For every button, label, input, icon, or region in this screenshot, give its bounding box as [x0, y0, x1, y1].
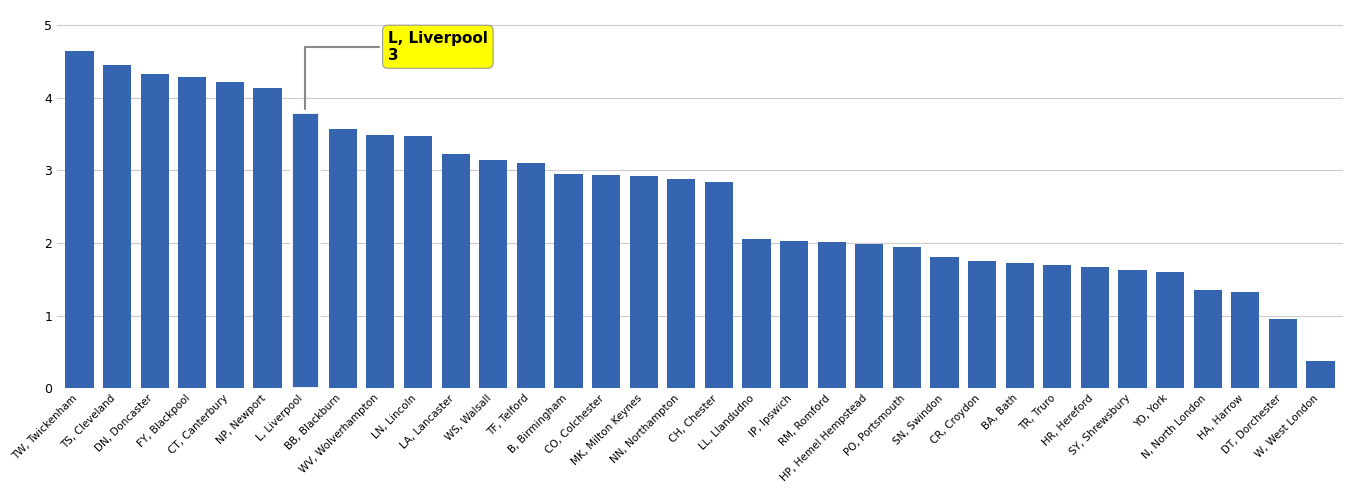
- Bar: [292, 112, 320, 388]
- Bar: [366, 135, 394, 388]
- Bar: [705, 182, 733, 388]
- Bar: [555, 174, 582, 388]
- Bar: [216, 82, 244, 388]
- Bar: [1193, 290, 1222, 388]
- Bar: [743, 239, 771, 388]
- Bar: [1307, 361, 1335, 388]
- Bar: [517, 163, 545, 388]
- Bar: [1006, 263, 1034, 388]
- Text: L, Liverpool
3: L, Liverpool 3: [305, 30, 487, 109]
- Bar: [1269, 319, 1297, 388]
- Bar: [1118, 270, 1146, 388]
- Bar: [479, 160, 508, 388]
- Bar: [780, 241, 809, 388]
- Bar: [968, 261, 996, 388]
- Bar: [441, 154, 470, 388]
- Bar: [855, 244, 883, 388]
- Bar: [892, 246, 921, 388]
- Bar: [1156, 272, 1184, 388]
- Bar: [1081, 267, 1108, 388]
- Bar: [404, 136, 432, 388]
- Bar: [65, 50, 93, 388]
- Bar: [103, 65, 131, 388]
- Bar: [667, 179, 695, 388]
- Bar: [254, 88, 282, 388]
- Bar: [328, 129, 356, 388]
- Bar: [818, 242, 845, 388]
- Bar: [140, 74, 169, 388]
- Bar: [1044, 265, 1072, 388]
- Bar: [930, 257, 958, 388]
- Bar: [629, 176, 657, 388]
- Bar: [1231, 293, 1260, 388]
- Bar: [178, 77, 207, 388]
- Bar: [591, 174, 620, 388]
